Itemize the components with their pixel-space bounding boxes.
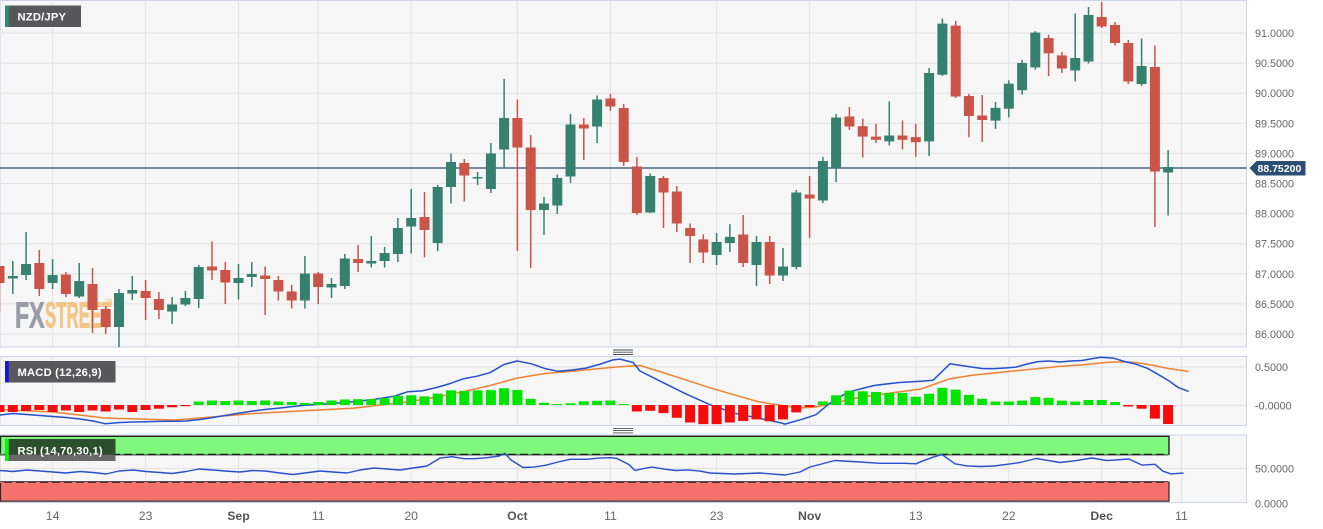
svg-text:13: 13 [909, 509, 923, 523]
svg-text:™: ™ [104, 297, 113, 307]
svg-text:NZD/JPY: NZD/JPY [18, 11, 67, 23]
svg-text:Sep: Sep [227, 509, 250, 523]
svg-text:MACD (12,26,9): MACD (12,26,9) [18, 367, 102, 379]
svg-text:0.5000: 0.5000 [1255, 362, 1288, 374]
svg-text:88.75200: 88.75200 [1258, 163, 1302, 175]
svg-text:87.5000: 87.5000 [1255, 239, 1294, 251]
svg-text:20: 20 [404, 509, 418, 523]
svg-text:Dec: Dec [1090, 509, 1113, 523]
svg-text:14: 14 [46, 509, 60, 523]
svg-text:87.0000: 87.0000 [1255, 269, 1294, 281]
svg-text:89.5000: 89.5000 [1255, 118, 1294, 130]
svg-text:23: 23 [710, 509, 724, 523]
svg-text:22: 22 [1002, 509, 1016, 523]
svg-text:91.0000: 91.0000 [1255, 28, 1294, 40]
svg-text:STREET: STREET [45, 295, 112, 336]
svg-text:88.0000: 88.0000 [1255, 209, 1294, 221]
svg-text:11: 11 [604, 509, 617, 523]
svg-text:23: 23 [139, 509, 153, 523]
svg-text:11: 11 [1175, 509, 1188, 523]
svg-text:-0.0000: -0.0000 [1255, 401, 1292, 413]
svg-text:50.0000: 50.0000 [1255, 464, 1294, 476]
svg-text:90.5000: 90.5000 [1255, 58, 1294, 70]
svg-text:86.5000: 86.5000 [1255, 299, 1294, 311]
svg-text:89.0000: 89.0000 [1255, 148, 1294, 160]
svg-text:90.0000: 90.0000 [1255, 88, 1294, 100]
svg-text:FX: FX [15, 295, 45, 336]
svg-text:RSI (14,70,30,1): RSI (14,70,30,1) [18, 445, 103, 457]
svg-text:0.0000: 0.0000 [1255, 499, 1288, 511]
svg-text:88.5000: 88.5000 [1255, 179, 1294, 191]
svg-text:11: 11 [312, 509, 325, 523]
svg-text:Oct: Oct [507, 509, 528, 523]
svg-text:86.0000: 86.0000 [1255, 329, 1294, 341]
svg-text:Nov: Nov [798, 509, 821, 523]
